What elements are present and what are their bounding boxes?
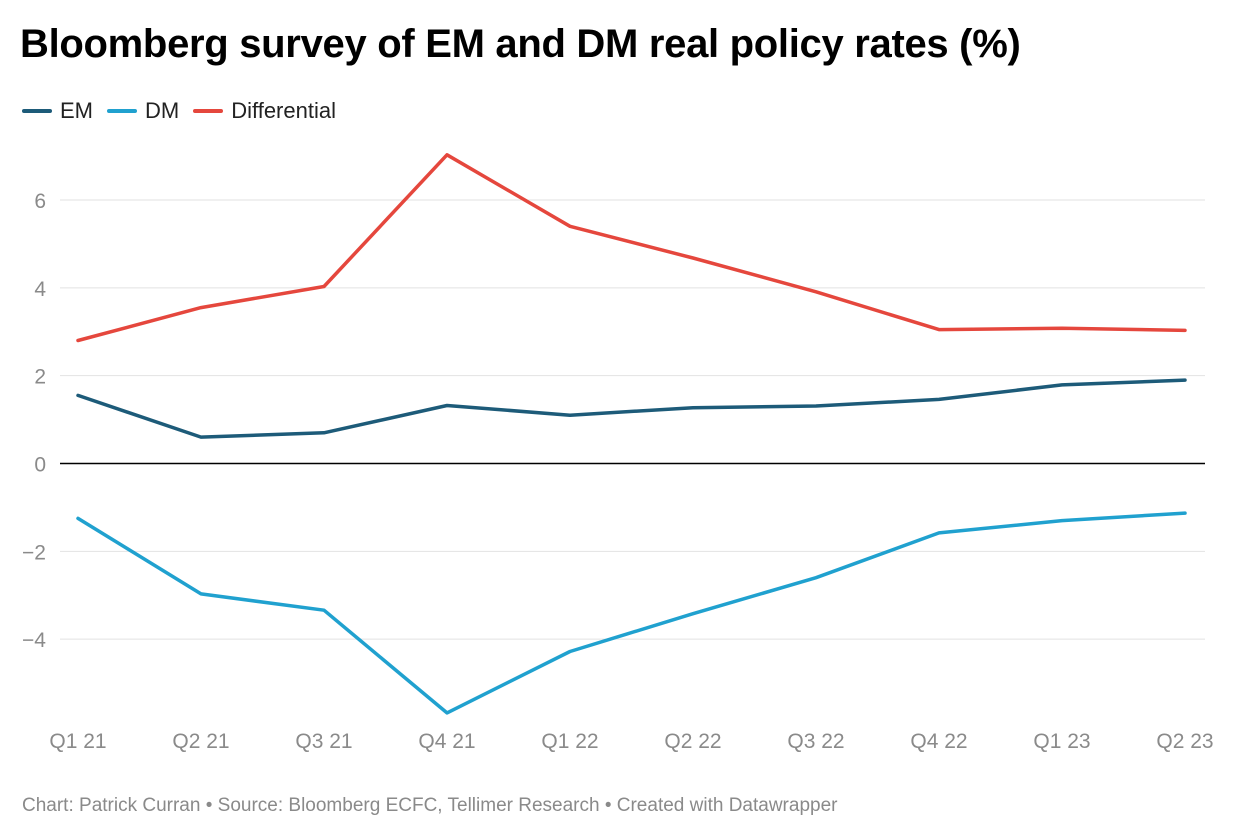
x-tick-label: Q1 22 [541,730,598,753]
x-tick-label: Q1 21 [49,730,106,753]
x-tick-label: Q4 21 [418,730,475,753]
legend-item-differential: Differential [193,98,336,124]
legend-swatch-dm [107,109,137,113]
series-line-differential [76,153,1187,343]
series-line-dm [76,511,1187,715]
y-tick-label: −2 [22,541,46,564]
y-tick-label: 0 [34,454,46,477]
y-tick-label: 2 [34,366,46,389]
x-tick-label: Q4 22 [910,730,967,753]
x-tick-label: Q2 22 [664,730,721,753]
x-tick-label: Q3 22 [787,730,844,753]
y-tick-label: 6 [34,190,46,213]
x-tick-label: Q2 21 [172,730,229,753]
x-tick-label: Q3 21 [295,730,352,753]
legend-swatch-differential [193,109,224,113]
x-tick-label: Q2 23 [1156,730,1213,753]
legend-swatch-em [22,109,52,113]
y-tick-label: −4 [22,629,46,652]
legend-item-dm: DM [107,98,179,124]
chart-footer: Chart: Patrick Curran • Source: Bloomber… [22,795,838,816]
y-tick-label: 4 [34,278,46,301]
legend-label-dm: DM [145,98,180,123]
chart-title: Bloomberg survey of EM and DM real polic… [20,22,1021,66]
legend-label-differential: Differential [231,98,336,123]
x-tick-label: Q1 23 [1033,730,1090,753]
legend: EM DM Differential [22,98,350,124]
series-line-em [76,378,1187,439]
legend-item-em: EM [22,98,93,124]
legend-label-em: EM [60,98,93,123]
